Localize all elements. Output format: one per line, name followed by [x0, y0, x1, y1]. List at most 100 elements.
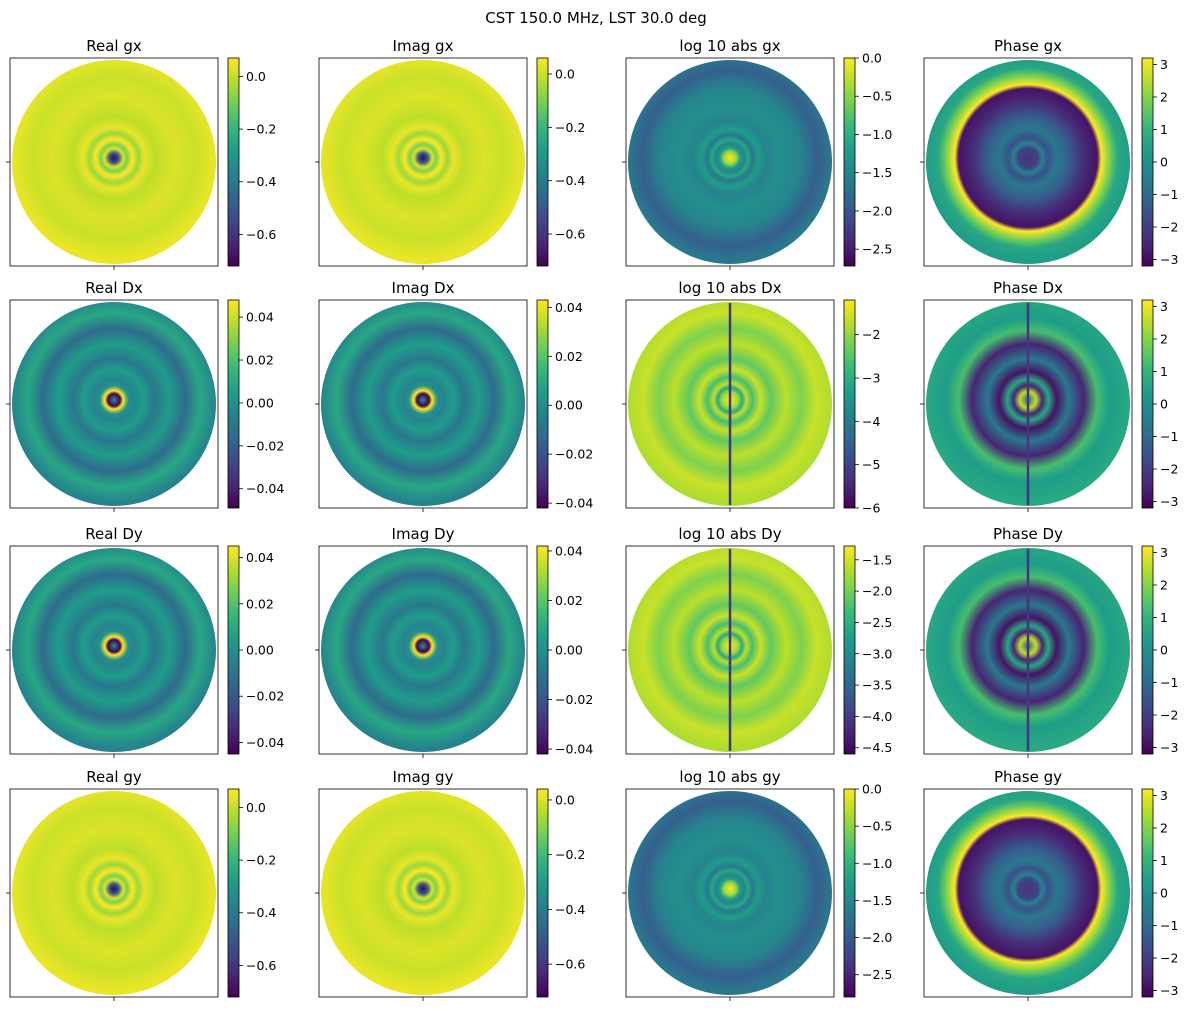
colorbar-tick-label: 0.04 [246, 310, 274, 325]
colorbar [227, 57, 240, 267]
colorbar-tick-label: −0.6 [555, 227, 585, 242]
colorbar-tick-label: 3 [1160, 545, 1168, 560]
panel-phase-dy: Phase Dy 3 2 1 0 −1 −2 −3 [920, 525, 1178, 758]
colorbar-tick-label: −2 [1160, 708, 1178, 723]
colorbar-tick-label: −1 [1160, 429, 1178, 444]
colorbar-tick-label: 0 [1160, 155, 1168, 170]
colorbar-tick-label: −4.0 [862, 709, 892, 724]
colorbar-tick-label: −0.5 [862, 819, 892, 834]
colorbar-tick-label: −4.5 [862, 740, 892, 755]
colorbar-tick-label: 0.0 [246, 69, 266, 84]
beam-map [926, 791, 1130, 995]
panel-title: Phase Dy [993, 525, 1063, 543]
panel-real-dy: Real Dy 0.04 0.02 0.00 −0.02 −0.04 [6, 525, 284, 758]
colorbar-tick-label: −3 [1160, 494, 1178, 509]
colorbar-tick-label: 0.04 [246, 550, 274, 565]
panel-title: Phase gy [994, 768, 1062, 786]
panel-title: Imag gx [393, 37, 454, 55]
panel-imag-dy: Imag Dy 0.04 0.02 0.00 −0.02 −0.04 [315, 525, 593, 758]
colorbar-tick-label: −3.5 [862, 678, 892, 693]
colorbar-tick-label: −0.04 [246, 735, 284, 750]
panel-log-10-abs-gy: log 10 abs gy 0.0 −0.5 −1.0 −1.5 −2.0 −2.5 [622, 768, 892, 1001]
panel-title: log 10 abs gx [679, 37, 780, 55]
colorbar-tick-label: −0.04 [555, 742, 593, 757]
panel-title: log 10 abs gy [679, 768, 780, 786]
colorbar-tick-label: −1.5 [862, 165, 892, 180]
panel-title: Imag Dx [392, 279, 455, 297]
colorbar-tick-label: 0.00 [555, 398, 583, 413]
colorbar-tick-label: −0.4 [555, 173, 585, 188]
colorbar [227, 299, 240, 509]
colorbar [1141, 788, 1154, 998]
colorbar [843, 57, 856, 267]
colorbar-tick-label: 0.00 [246, 395, 274, 410]
panel-real-gx: Real gx 0.0 −0.2 −0.4 −0.6 [6, 37, 276, 270]
colorbar-tick-label: −5 [862, 457, 880, 472]
colorbar-tick-label: −2 [1160, 462, 1178, 477]
colorbar-tick-label: −2 [1160, 220, 1178, 235]
colorbar-tick-label: −1 [1160, 187, 1178, 202]
panel-phase-gx: Phase gx 3 2 1 0 −1 −2 −3 [920, 37, 1178, 270]
colorbar [843, 299, 856, 509]
panel-imag-gx: Imag gx 0.0 −0.2 −0.4 −0.6 [315, 37, 585, 270]
panel-log-10-abs-dy: log 10 abs Dy −1.5 −2.0 −2.5 −3.0 −3.5 −4.0 −4.… [622, 525, 892, 758]
beam-map [12, 548, 216, 752]
panel-phase-dx: Phase Dx 3 2 1 0 −1 −2 −3 [920, 279, 1178, 512]
panel-grid: Real gx 0.0 −0.2 −0.4 −0.6 Imag gx 0.0 −0.2 −0.4… [6, 37, 1178, 1001]
colorbar [843, 788, 856, 998]
panel-title: Phase Dx [993, 279, 1063, 297]
colorbar-tick-label: −2.0 [862, 930, 892, 945]
colorbar-tick-label: −2.0 [862, 584, 892, 599]
panel-title: Imag Dy [392, 525, 455, 543]
beam-map [321, 302, 525, 506]
colorbar-tick-label: 0.0 [862, 782, 882, 797]
colorbar-tick-label: 2 [1160, 90, 1168, 105]
panel-log-10-abs-dx: log 10 abs Dx −2 −3 −4 −5 −6 [622, 279, 880, 516]
colorbar-tick-label: 0.02 [555, 349, 583, 364]
colorbar-tick-label: 0 [1160, 886, 1168, 901]
colorbar-tick-label: 1 [1160, 364, 1168, 379]
figure-suptitle: CST 150.0 MHz, LST 30.0 deg [485, 9, 707, 27]
colorbar-tick-label: 0.00 [246, 643, 274, 658]
colorbar-tick-label: −1 [1160, 675, 1178, 690]
colorbar-tick-label: 0.02 [555, 593, 583, 608]
colorbar-tick-label: −1.5 [862, 893, 892, 908]
colorbar-tick-label: −0.4 [246, 905, 276, 920]
colorbar-tick-label: 2 [1160, 578, 1168, 593]
beam-map [926, 60, 1130, 264]
beam-map [628, 791, 832, 995]
colorbar-tick-label: 0.04 [555, 300, 583, 315]
colorbar-tick-label: −2.5 [862, 615, 892, 630]
colorbar-tick-label: −3 [862, 371, 880, 386]
panel-title: log 10 abs Dy [678, 525, 781, 543]
panel-title: Real Dx [85, 279, 143, 297]
colorbar-tick-label: 1 [1160, 122, 1168, 137]
colorbar-tick-label: −2.5 [862, 242, 892, 257]
colorbar-tick-label: −2 [1160, 951, 1178, 966]
colorbar-tick-label: −0.2 [555, 847, 585, 862]
beam-map [12, 60, 216, 264]
colorbar-tick-label: −0.02 [555, 447, 593, 462]
colorbar [1141, 57, 1154, 267]
colorbar-tick-label: −0.4 [246, 174, 276, 189]
panel-real-dx: Real Dx 0.04 0.02 0.00 −0.02 −0.04 [6, 279, 284, 512]
colorbar [1141, 545, 1154, 755]
colorbar-tick-label: 3 [1160, 57, 1168, 72]
panel-imag-gy: Imag gy 0.0 −0.2 −0.4 −0.6 [315, 768, 585, 1001]
colorbar-tick-label: −0.2 [555, 120, 585, 135]
colorbar [536, 545, 549, 755]
beam-map [321, 60, 525, 264]
panel-title: log 10 abs Dx [678, 279, 781, 297]
colorbar-tick-label: 1 [1160, 610, 1168, 625]
colorbar-tick-label: 2 [1160, 821, 1168, 836]
colorbar-tick-label: 1 [1160, 853, 1168, 868]
colorbar [536, 788, 549, 998]
colorbar-tick-label: 0.0 [246, 800, 266, 815]
colorbar [536, 57, 549, 267]
colorbar-tick-label: −0.02 [246, 689, 284, 704]
colorbar [227, 788, 240, 998]
panel-imag-dx: Imag Dx 0.04 0.02 0.00 −0.02 −0.04 [315, 279, 593, 512]
panel-title: Real Dy [85, 525, 143, 543]
colorbar-tick-label: −0.6 [555, 957, 585, 972]
colorbar-tick-label: −0.02 [246, 438, 284, 453]
